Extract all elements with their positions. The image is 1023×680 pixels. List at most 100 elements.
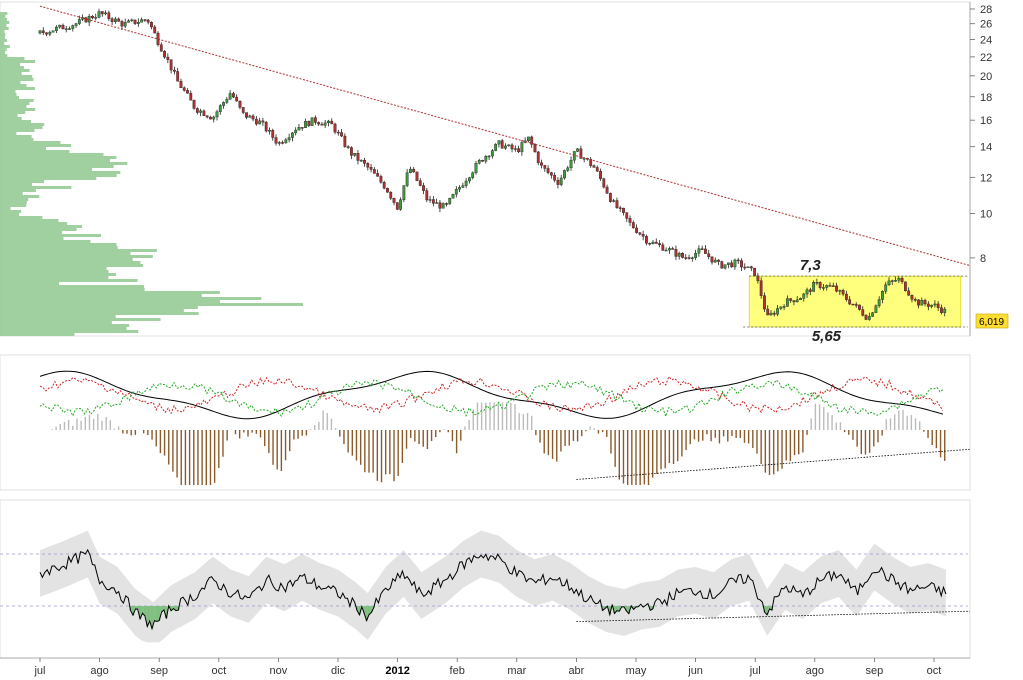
candle-body: [661, 244, 665, 251]
candle-body: [687, 257, 691, 259]
y-tick-label: 16: [980, 115, 992, 127]
oversold-fill: [632, 606, 635, 610]
candle-body: [428, 199, 432, 201]
candle-body: [576, 148, 579, 152]
candle-body: [497, 140, 501, 145]
candle-body: [140, 19, 144, 23]
candle-body: [110, 18, 114, 22]
candle-body: [920, 300, 924, 306]
candle-body: [903, 281, 907, 292]
candle-body: [441, 203, 445, 209]
oversold-fill: [608, 606, 611, 615]
candle-body: [323, 122, 327, 126]
x-tick-label: oct: [927, 665, 942, 677]
time-axis: jul ago sep oct nov dic 2012 feb mar abr may jun jul…: [33, 658, 941, 677]
candle-body: [871, 312, 875, 317]
volume-profile-bar: [0, 57, 25, 60]
candle-body: [569, 159, 573, 169]
volume-profile-bar: [0, 60, 36, 63]
volume-profile-bar: [0, 297, 262, 300]
candle-body: [48, 32, 52, 35]
oversold-fill: [601, 606, 604, 611]
volume-profile-bar: [0, 135, 32, 138]
candle-body: [625, 212, 629, 219]
candle-body: [835, 285, 838, 292]
volume-profile-bar: [0, 81, 21, 84]
x-tick-label: feb: [450, 665, 465, 677]
candle-body: [799, 298, 802, 301]
candle-body: [615, 200, 619, 208]
candle-body: [749, 266, 753, 269]
candle-body: [913, 299, 917, 301]
candle-body: [874, 305, 878, 313]
candle-body: [602, 178, 606, 188]
volume-profile-bar: [0, 231, 63, 234]
volume-profile-bar: [0, 27, 9, 30]
candle-body: [884, 284, 888, 292]
volume-profile-bar: [0, 324, 130, 327]
candle-body: [769, 312, 773, 316]
candle-body: [241, 107, 245, 113]
volume-profile-bar: [0, 210, 22, 213]
candle-body: [844, 293, 848, 300]
candle-body: [307, 121, 311, 126]
oscillator-trendline: [576, 610, 970, 622]
candle-body: [477, 160, 481, 164]
candle-body: [556, 179, 560, 185]
candle-body: [458, 187, 461, 190]
y-tick-label: 20: [980, 71, 992, 83]
volume-profile-bar: [0, 144, 72, 147]
volume-profile-bar: [0, 36, 5, 39]
candle-body: [182, 87, 186, 91]
candle-body: [245, 112, 248, 118]
volume-profile-bar: [0, 177, 97, 180]
volume-profile-bar: [0, 279, 138, 282]
trading-range-box: [748, 275, 962, 328]
y-tick-label: 18: [980, 92, 992, 104]
y-tick-label: 14: [980, 142, 992, 154]
volume-profile-bar: [0, 333, 75, 336]
candle-body: [933, 303, 937, 306]
candle-body: [202, 110, 206, 116]
candle-body: [228, 93, 232, 100]
candle-body: [425, 190, 429, 201]
candle-body: [209, 116, 212, 120]
volume-profile-bar: [0, 87, 35, 90]
volume-profile-bar: [0, 234, 101, 237]
candle-body: [549, 172, 553, 176]
candle-body: [779, 306, 783, 309]
volume-profile-bar: [0, 18, 8, 21]
candle-body: [743, 266, 747, 269]
oversold-fill: [169, 606, 173, 611]
candle-body: [599, 170, 602, 179]
candle-body: [235, 96, 239, 102]
volume-profile-bar: [0, 117, 22, 120]
volume-profile-bar: [0, 72, 22, 75]
candle-body: [684, 257, 688, 259]
range-low-label: 5,65: [812, 328, 842, 345]
price-axis: 28 26 24 22 20 18 16 14 12 10 8: [970, 4, 992, 265]
volume-profile-bar: [0, 102, 30, 105]
volume-profile-bar: [0, 195, 40, 198]
oversold-fill: [174, 606, 178, 611]
volume-profile-bar: [0, 213, 20, 216]
candle-body: [392, 197, 396, 203]
candle-body: [566, 167, 570, 171]
candle-body: [474, 163, 478, 173]
oversold-fill: [365, 606, 368, 621]
candle-body: [746, 266, 750, 268]
volume-profile-bar: [0, 126, 43, 129]
volume-profile-bar: [0, 306, 198, 309]
candle-body: [212, 116, 216, 120]
volume-profile-bar: [0, 285, 145, 288]
candle-body: [54, 26, 58, 31]
candle-body: [343, 135, 347, 147]
volume-profile-bar: [0, 66, 24, 69]
x-tick-label: nov: [270, 665, 288, 677]
candle-body: [795, 299, 799, 303]
candle-body: [704, 248, 707, 254]
candle-body: [199, 110, 203, 113]
candle-body: [494, 143, 498, 151]
candle-body: [359, 159, 363, 162]
volume-profile-bar: [0, 330, 139, 333]
